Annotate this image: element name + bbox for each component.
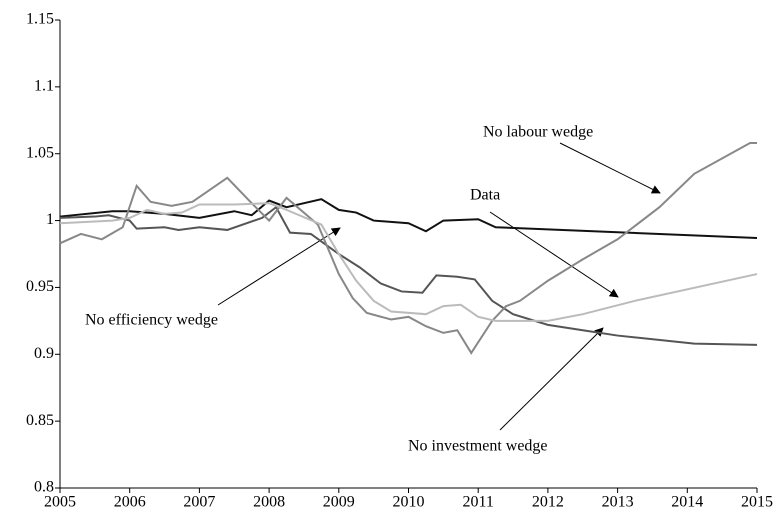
y-tick-label: 0.85 [26, 412, 54, 429]
series-line [59, 205, 758, 346]
arrows [217, 142, 661, 431]
y-tick-label: 1.15 [26, 11, 54, 28]
series-line [59, 142, 757, 355]
annotation: No efficiency wedge [85, 312, 218, 329]
x-tick-label: 2009 [323, 494, 355, 511]
x-tick-label: 2005 [44, 494, 76, 511]
y-tick-label: 0.95 [26, 278, 54, 295]
x-tick-label: 2011 [462, 494, 493, 511]
y-tick-label: 1.1 [34, 78, 54, 95]
y-tick-label: 1.05 [26, 144, 54, 161]
x-tick-label: 2015 [741, 494, 773, 511]
x-tick-label: 2010 [393, 494, 425, 511]
x-tick-label: 2013 [602, 494, 634, 511]
annotation: No labour wedge [483, 124, 593, 141]
x-tick-label: 2012 [532, 494, 564, 511]
x-tick-label: 2006 [114, 494, 146, 511]
x-tick-label: 2014 [671, 494, 703, 511]
annotation: Data [470, 187, 500, 204]
y-tick-label: 0.9 [34, 345, 54, 362]
annotation: No investment wedge [408, 438, 548, 455]
series-line [59, 202, 758, 322]
x-tick-label: 2007 [183, 494, 215, 511]
y-tick-label: 0.8 [34, 479, 54, 496]
x-tick-label: 2008 [253, 494, 285, 511]
y-tick-label: 1 [46, 211, 54, 228]
